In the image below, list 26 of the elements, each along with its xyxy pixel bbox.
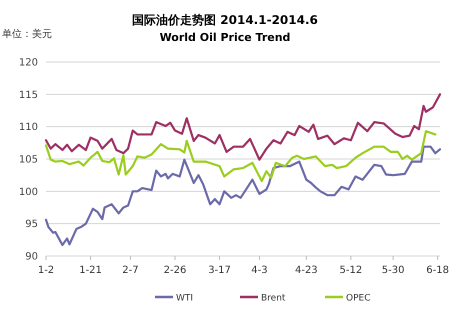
line-series bbox=[44, 93, 442, 161]
x-tick-label: 4-23 bbox=[294, 265, 318, 276]
x-tick-label: 5-12 bbox=[340, 265, 362, 276]
y-tick-label: 115 bbox=[18, 90, 38, 101]
y-tick-label: 105 bbox=[18, 154, 38, 166]
y-tick-label: 120 bbox=[18, 58, 38, 68]
y-tick-label: 100 bbox=[18, 186, 38, 198]
y-tick-label: 90 bbox=[25, 252, 38, 262]
chart-subtitle: World Oil Price Trend bbox=[160, 31, 290, 44]
y-axis-title: 单位：美元 bbox=[2, 28, 52, 40]
y-tick-label: 110 bbox=[18, 122, 38, 134]
x-tick-label: 2-26 bbox=[164, 265, 186, 276]
y-tick-label: 95 bbox=[25, 219, 38, 230]
chart-title: 国际油价走势图 2014.1-2014.6 bbox=[132, 13, 318, 27]
x-tick-label: 3-17 bbox=[208, 265, 231, 276]
legend-label: OPEC bbox=[346, 294, 370, 304]
line-series bbox=[44, 130, 436, 182]
x-tick-label: 5-30 bbox=[382, 265, 404, 276]
x-tick-label: 1-21 bbox=[79, 265, 102, 276]
x-tick-label: 2-7 bbox=[122, 265, 139, 276]
legend-label: Brent bbox=[261, 294, 286, 304]
x-tick-label: 6-18 bbox=[426, 265, 450, 276]
x-tick-label: 1-2 bbox=[38, 265, 54, 276]
line-series bbox=[44, 146, 442, 246]
legend-label: WTI bbox=[176, 294, 194, 304]
x-tick-label: 4-3 bbox=[251, 265, 268, 276]
